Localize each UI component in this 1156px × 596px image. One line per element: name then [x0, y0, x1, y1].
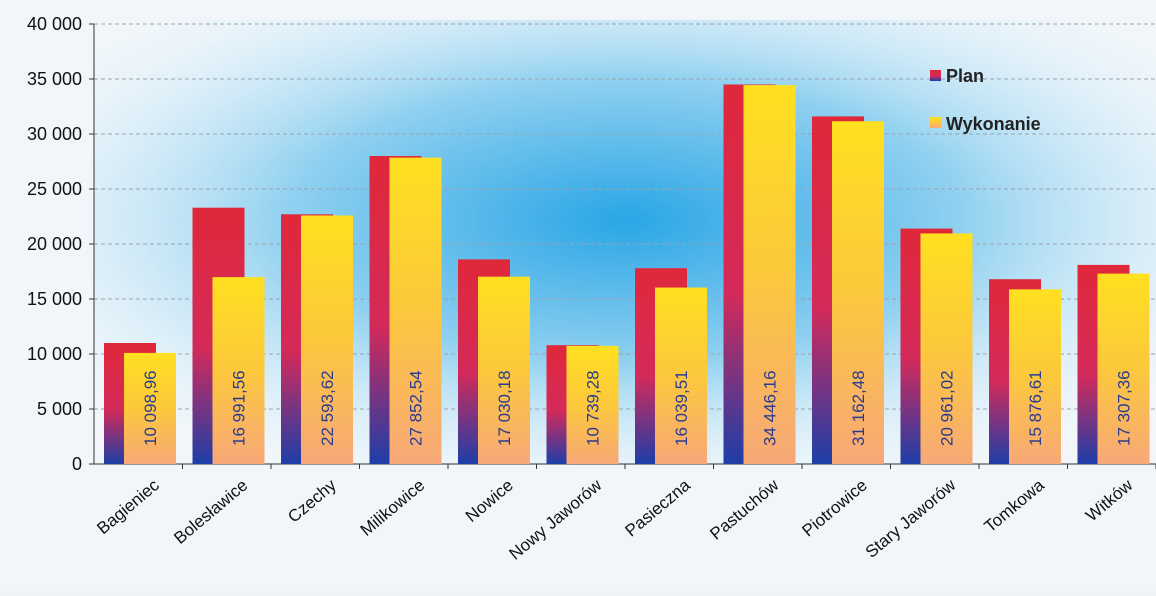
y-tick-label: 30 000: [27, 124, 82, 144]
value-label: 17 030,18: [495, 370, 514, 446]
legend-label-wykonanie: Wykonanie: [946, 114, 1041, 134]
y-tick-label: 20 000: [27, 234, 82, 254]
legend-swatch-wykonanie: [930, 117, 941, 128]
value-label: 16 039,51: [672, 370, 691, 446]
value-labels: 10 098,96 16 991,56 22 593,62 27 852,54 17 0…: [141, 370, 1134, 446]
value-label: 34 446,16: [761, 370, 780, 446]
y-tick-label: 40 000: [27, 14, 82, 34]
bar-wykonanie: [389, 157, 442, 464]
bar-wykonanie: [655, 287, 707, 464]
axes: 0 5 000 10 000 15 000 20 000 25 000 30 000 35 0…: [27, 14, 1156, 474]
legend-label-plan: Plan: [946, 66, 984, 86]
bar-wykonanie: [743, 85, 796, 465]
y-tick-label: 0: [72, 454, 82, 474]
bars: [104, 84, 1150, 465]
bar-wykonanie: [478, 276, 530, 464]
plot-glow: [94, 20, 1156, 465]
y-tick-label: 15 000: [27, 289, 82, 309]
y-tick-label: 35 000: [27, 69, 82, 89]
bar-wykonanie: [832, 121, 884, 465]
bar-wykonanie: [1097, 273, 1150, 464]
legend-swatch-plan: [930, 70, 941, 81]
bar-wykonanie: [212, 277, 265, 464]
gridlines: [94, 23, 1156, 410]
value-label: 10 739,28: [584, 370, 603, 446]
bar-wykonanie: [1009, 289, 1061, 464]
value-label: 16 991,56: [230, 370, 249, 446]
value-label: 10 098,96: [141, 370, 160, 446]
bar-wykonanie: [301, 215, 353, 464]
value-label: 22 593,62: [318, 370, 337, 446]
y-tick-label: 25 000: [27, 179, 82, 199]
value-label: 17 307,36: [1115, 370, 1134, 446]
y-tick-label: 10 000: [27, 344, 82, 364]
value-label: 20 961,02: [938, 370, 957, 446]
bar-wykonanie: [920, 233, 973, 464]
value-label: 31 162,48: [849, 370, 868, 446]
bar-wykonanie: [566, 345, 619, 464]
value-label: 15 876,61: [1026, 370, 1045, 446]
bar-wykonanie: [124, 352, 176, 464]
value-label: 27 852,54: [407, 370, 426, 446]
legend: Plan Wykonanie: [930, 66, 1041, 134]
y-tick-label: 5 000: [37, 399, 82, 419]
